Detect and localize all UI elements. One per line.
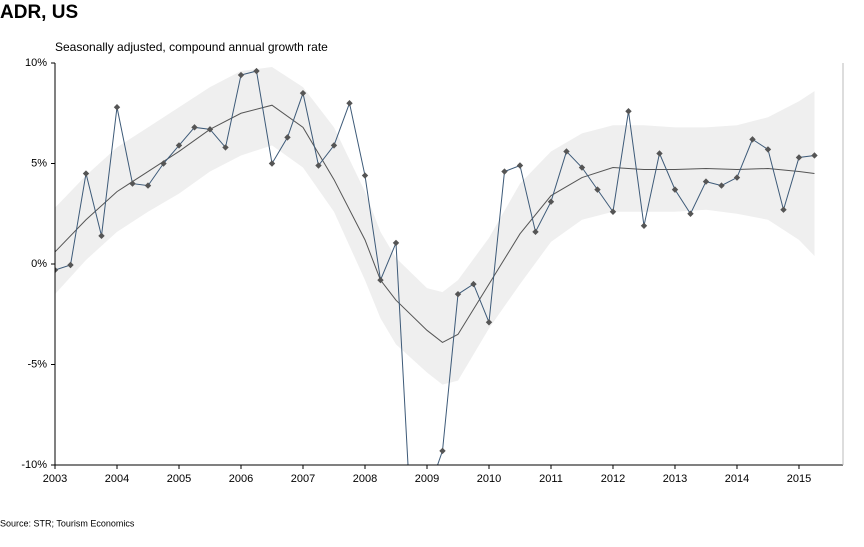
x-tick-label: 2008 <box>353 473 377 485</box>
data-point <box>733 174 741 181</box>
data-point <box>485 319 493 326</box>
data-point <box>98 232 105 240</box>
x-tick-label: 2004 <box>105 473 129 485</box>
data-point <box>222 144 229 151</box>
data-point <box>811 152 818 159</box>
data-point <box>609 208 617 215</box>
chart-title: ADR, US <box>0 2 78 23</box>
data-point <box>516 162 524 169</box>
data-point <box>470 280 477 288</box>
x-tick-label: 2007 <box>291 473 315 485</box>
data-point <box>749 136 756 143</box>
x-tick-label: 2006 <box>229 473 253 485</box>
data-point <box>439 447 446 455</box>
data-point <box>532 228 539 236</box>
data-point <box>780 206 787 213</box>
data-point <box>424 492 430 498</box>
data-point <box>160 160 167 167</box>
x-tick-label: 2009 <box>415 473 439 485</box>
data-point <box>640 222 648 230</box>
data-point <box>454 290 462 298</box>
data-point <box>206 126 214 133</box>
data-point <box>253 67 260 75</box>
data-point <box>563 148 570 155</box>
data-point <box>594 186 601 193</box>
axes: -10% -5% 0% 5% 10% 2003 2004 2005 2006 2007 2008 20… <box>21 57 844 485</box>
data-point <box>718 182 725 189</box>
confidence-band <box>55 67 815 385</box>
data-point <box>113 104 121 111</box>
data-point <box>268 160 276 167</box>
x-tick-label: 2003 <box>43 473 67 485</box>
data-point <box>237 71 245 79</box>
data-point <box>361 172 369 179</box>
x-tick-label: 2011 <box>539 473 563 485</box>
data-point <box>547 198 555 205</box>
y-tick-label: -5% <box>27 358 47 370</box>
data-point <box>191 124 198 131</box>
x-tick-label: 2012 <box>601 473 625 485</box>
data-point <box>392 239 400 247</box>
x-tick-label: 2005 <box>167 473 191 485</box>
chart-subtitle: Seasonally adjusted, compound annual gro… <box>55 40 328 54</box>
data-point <box>625 108 632 115</box>
data-point <box>82 170 90 177</box>
data-point <box>501 168 508 175</box>
data-point <box>408 526 414 532</box>
trend-line <box>55 104 815 343</box>
y-tick-label: 10% <box>25 57 47 69</box>
x-tick-label: 2015 <box>787 473 811 485</box>
data-point <box>67 261 74 269</box>
data-point <box>144 182 152 189</box>
data-point <box>764 146 772 153</box>
data-point <box>284 134 291 141</box>
x-tick-label: 2014 <box>725 473 749 485</box>
data-point <box>175 142 183 149</box>
data-point <box>795 154 803 161</box>
plot-area <box>55 67 818 532</box>
data-point <box>702 178 710 185</box>
data-point <box>55 266 59 274</box>
x-tick-label: 2010 <box>477 473 501 485</box>
data-point <box>671 186 679 193</box>
source-note: Source: STR; Tourism Economics <box>0 518 135 528</box>
data-point <box>377 276 384 284</box>
x-tick-label: 2013 <box>663 473 687 485</box>
data-point <box>578 164 586 171</box>
data-point <box>315 162 322 169</box>
data-point <box>687 210 694 217</box>
data-point <box>656 150 663 157</box>
y-tick-label: 5% <box>31 157 47 169</box>
data-point <box>330 142 338 149</box>
data-point <box>129 180 136 187</box>
y-tick-label: 0% <box>31 258 47 270</box>
data-line <box>55 70 815 465</box>
data-point <box>299 89 307 97</box>
data-point <box>346 100 353 107</box>
y-tick-label: -10% <box>21 459 47 471</box>
